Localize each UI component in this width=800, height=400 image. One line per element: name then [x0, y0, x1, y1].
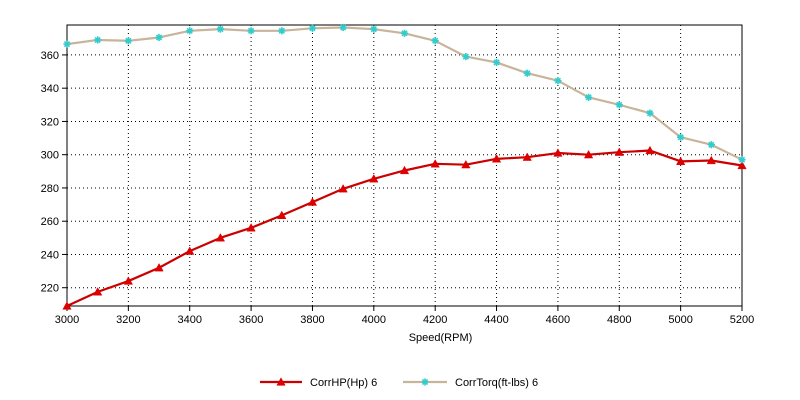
y-tick-label: 240	[41, 249, 59, 261]
y-tick-label: 280	[41, 183, 59, 195]
grid	[67, 25, 742, 306]
corr-hp-point	[307, 197, 318, 206]
corr-torq-point	[94, 36, 102, 44]
corr-hp-point	[154, 263, 164, 272]
corr-hp-point	[123, 276, 133, 285]
corr-torq-point	[431, 37, 439, 45]
corr-torq-point	[646, 109, 654, 117]
x-tick-label: 3400	[177, 314, 201, 326]
legend: CorrHP(Hp) 6 CorrTorq(ft-lbs) 6	[260, 377, 538, 389]
corr-hp-point	[522, 152, 532, 161]
x-tick-label: 5200	[730, 314, 754, 326]
y-tick-label: 300	[41, 150, 59, 162]
corr-torq-point	[339, 23, 347, 32]
y-tick-label: 260	[41, 216, 59, 228]
corr-hp-point	[583, 149, 594, 159]
corr-torq-point	[155, 33, 163, 42]
corr-torq-point	[523, 69, 531, 77]
corr-torq-point	[278, 27, 286, 35]
corr-hp-point	[645, 145, 655, 155]
corr-hp-point	[676, 156, 686, 165]
x-tick-label: 3200	[116, 314, 140, 326]
corr-hp-point	[461, 159, 471, 169]
corr-hp-point	[430, 159, 440, 168]
y-tick-label: 360	[41, 50, 59, 62]
corr-torq-point	[554, 77, 562, 85]
corr-hp-point	[399, 165, 410, 175]
corr-torq-point	[400, 29, 409, 37]
corr-torq-point	[615, 101, 623, 109]
x-tick-label: 3800	[300, 314, 324, 326]
x-axis-title: Speed(RPM)	[409, 332, 473, 344]
corr-torq-point	[308, 24, 317, 32]
corr-hp-point	[737, 160, 747, 170]
corr-torq-point	[247, 27, 255, 35]
legend-corr-torq-marker	[421, 378, 429, 386]
corr-torq-point	[492, 58, 501, 67]
x-tick-label: 4400	[484, 314, 508, 326]
corr-torq-point	[216, 25, 225, 33]
corr-torq-point	[124, 37, 132, 45]
corr-torq-point	[707, 141, 715, 149]
corr-hp-point	[491, 154, 502, 163]
x-tick-label: 3600	[239, 314, 263, 326]
x-tick-label: 3000	[55, 314, 79, 326]
corr-hp-point	[185, 246, 195, 255]
corr-torq-point	[677, 133, 685, 141]
legend-corr-torq-label: CorrTorq(ft-lbs) 6	[455, 377, 538, 389]
corr-hp-point	[215, 233, 226, 242]
x-tick-label: 4000	[362, 314, 386, 326]
corr-hp-point	[706, 155, 716, 165]
x-tick-label: 4200	[423, 314, 447, 326]
x-tick-label: 4600	[546, 314, 570, 326]
y-tick-label: 320	[41, 116, 59, 128]
corr-torq-point	[738, 156, 746, 164]
legend-corr-hp-marker	[276, 377, 286, 386]
corr-hp-point	[277, 210, 287, 219]
corr-torq-point	[186, 27, 194, 35]
corr-torq-line	[66, 26, 743, 161]
corr-hp-point	[246, 223, 256, 232]
corr-torq-point	[462, 52, 470, 61]
corr-hp-point	[62, 301, 72, 310]
corr-torq-point	[63, 40, 71, 48]
x-tick-label: 4800	[607, 314, 631, 326]
corr-hp-point	[93, 287, 103, 296]
axis-ticks: 3000 3200 3400 3600 3800 4000 4200 4400 4600 4800…	[41, 50, 755, 326]
legend-corr-hp-label: CorrHP(Hp) 6	[310, 377, 377, 389]
y-tick-label: 340	[41, 83, 59, 95]
corr-hp-point	[614, 147, 624, 156]
corr-torq-point	[370, 25, 378, 33]
x-tick-label: 5000	[668, 314, 692, 326]
corr-hp-point	[338, 184, 348, 193]
series-group	[62, 23, 747, 310]
corr-hp-point	[553, 148, 563, 157]
y-tick-label: 220	[41, 283, 59, 295]
corr-hp-point	[369, 174, 379, 183]
corr-torq-point	[584, 93, 593, 101]
